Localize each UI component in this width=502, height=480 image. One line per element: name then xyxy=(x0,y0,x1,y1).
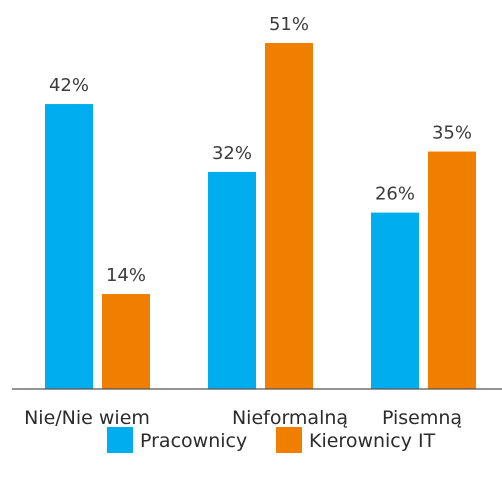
data-label: 14% xyxy=(106,265,146,286)
bar-pracownicy-3 xyxy=(371,212,419,389)
legend-label: Pracownicy xyxy=(140,430,247,452)
data-label: 32% xyxy=(212,143,252,164)
data-label: 35% xyxy=(432,123,472,144)
legend-swatch xyxy=(276,427,302,453)
legend-label: Kierownicy IT xyxy=(309,430,436,452)
category-label: Nieformalną xyxy=(232,407,348,429)
data-label: 26% xyxy=(375,184,415,205)
data-label: 42% xyxy=(49,75,89,96)
bar-kierownicy-it-2 xyxy=(265,43,313,389)
legend: Pracownicy Kierownicy IT xyxy=(107,427,436,453)
bar-pracownicy-2 xyxy=(208,171,256,389)
category-label: Nie/Nie wiem xyxy=(24,407,150,429)
category-label: Pisemną xyxy=(382,407,462,429)
category-labels: Nie/Nie wiem Nieformalną Pisemną xyxy=(24,407,462,429)
legend-swatch xyxy=(107,427,133,453)
data-label: 51% xyxy=(269,14,309,35)
bar-kierownicy-it-3 xyxy=(428,151,476,389)
bar-kierownicy-it-1 xyxy=(102,294,150,389)
bars-group: 42% 14% 32% 51% 26% 35% xyxy=(45,14,476,389)
bar-pracownicy-1 xyxy=(45,104,93,389)
